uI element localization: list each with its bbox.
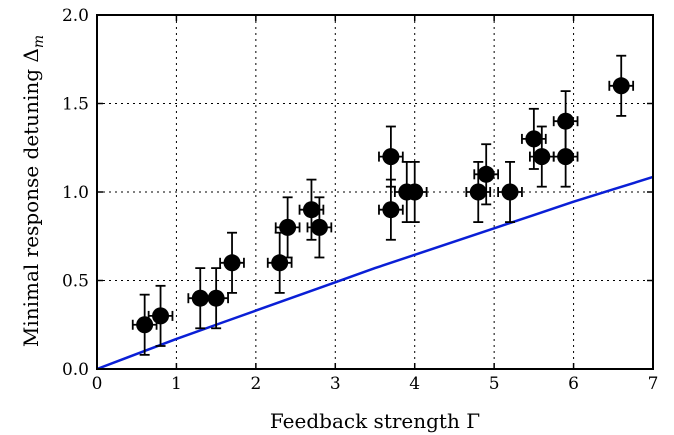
x-tick-label: 6 (568, 374, 579, 394)
y-axis-label-main: Minimal response detuning Δ (19, 48, 43, 347)
y-axis-label-subscript: m (31, 35, 47, 48)
y-tick-label: 1.5 (62, 95, 89, 115)
tick-layer: 0 1 2 3 4 5 6 7 0.0 0.5 1.0 1.5 2.0 (62, 6, 658, 394)
data-point (382, 148, 400, 166)
data-point (223, 254, 241, 272)
data-point (302, 201, 320, 219)
data-point (382, 201, 400, 219)
data-point (191, 289, 209, 307)
x-tick-label: 2 (250, 374, 261, 394)
confidence-band (97, 176, 653, 369)
data-point (207, 289, 225, 307)
y-tick-label: 1.0 (62, 183, 89, 203)
data-point (477, 165, 495, 183)
data-point (533, 148, 551, 166)
data-point (310, 218, 328, 236)
fit-line (96, 175, 654, 371)
y-tick-label: 0.5 (62, 272, 89, 292)
x-tick-label: 7 (648, 374, 659, 394)
data-point (136, 316, 154, 334)
error-bar-layer (131, 54, 635, 356)
data-point (557, 148, 575, 166)
data-point (501, 183, 519, 201)
data-point (612, 77, 630, 95)
x-tick-label: 1 (171, 374, 182, 394)
y-tick-label: 2.0 (62, 6, 89, 26)
x-tick-label: 4 (409, 374, 420, 394)
data-point (406, 183, 424, 201)
data-point (152, 307, 170, 325)
data-point (557, 112, 575, 130)
data-point (525, 130, 543, 148)
x-tick-label: 5 (489, 374, 500, 394)
data-point (469, 183, 487, 201)
y-axis-label: Minimal response detuning Δm (19, 35, 47, 347)
fit-line-layer (96, 175, 654, 371)
data-point (271, 254, 289, 272)
x-tick-label: 0 (92, 374, 103, 394)
y-tick-label: 0.0 (62, 360, 89, 380)
confidence-band-layer (97, 176, 653, 369)
x-tick-label: 3 (330, 374, 341, 394)
data-point (279, 218, 297, 236)
x-axis-label: Feedback strength Γ (270, 409, 480, 433)
grid-layer (96, 14, 654, 370)
data-point-layer (136, 77, 630, 334)
